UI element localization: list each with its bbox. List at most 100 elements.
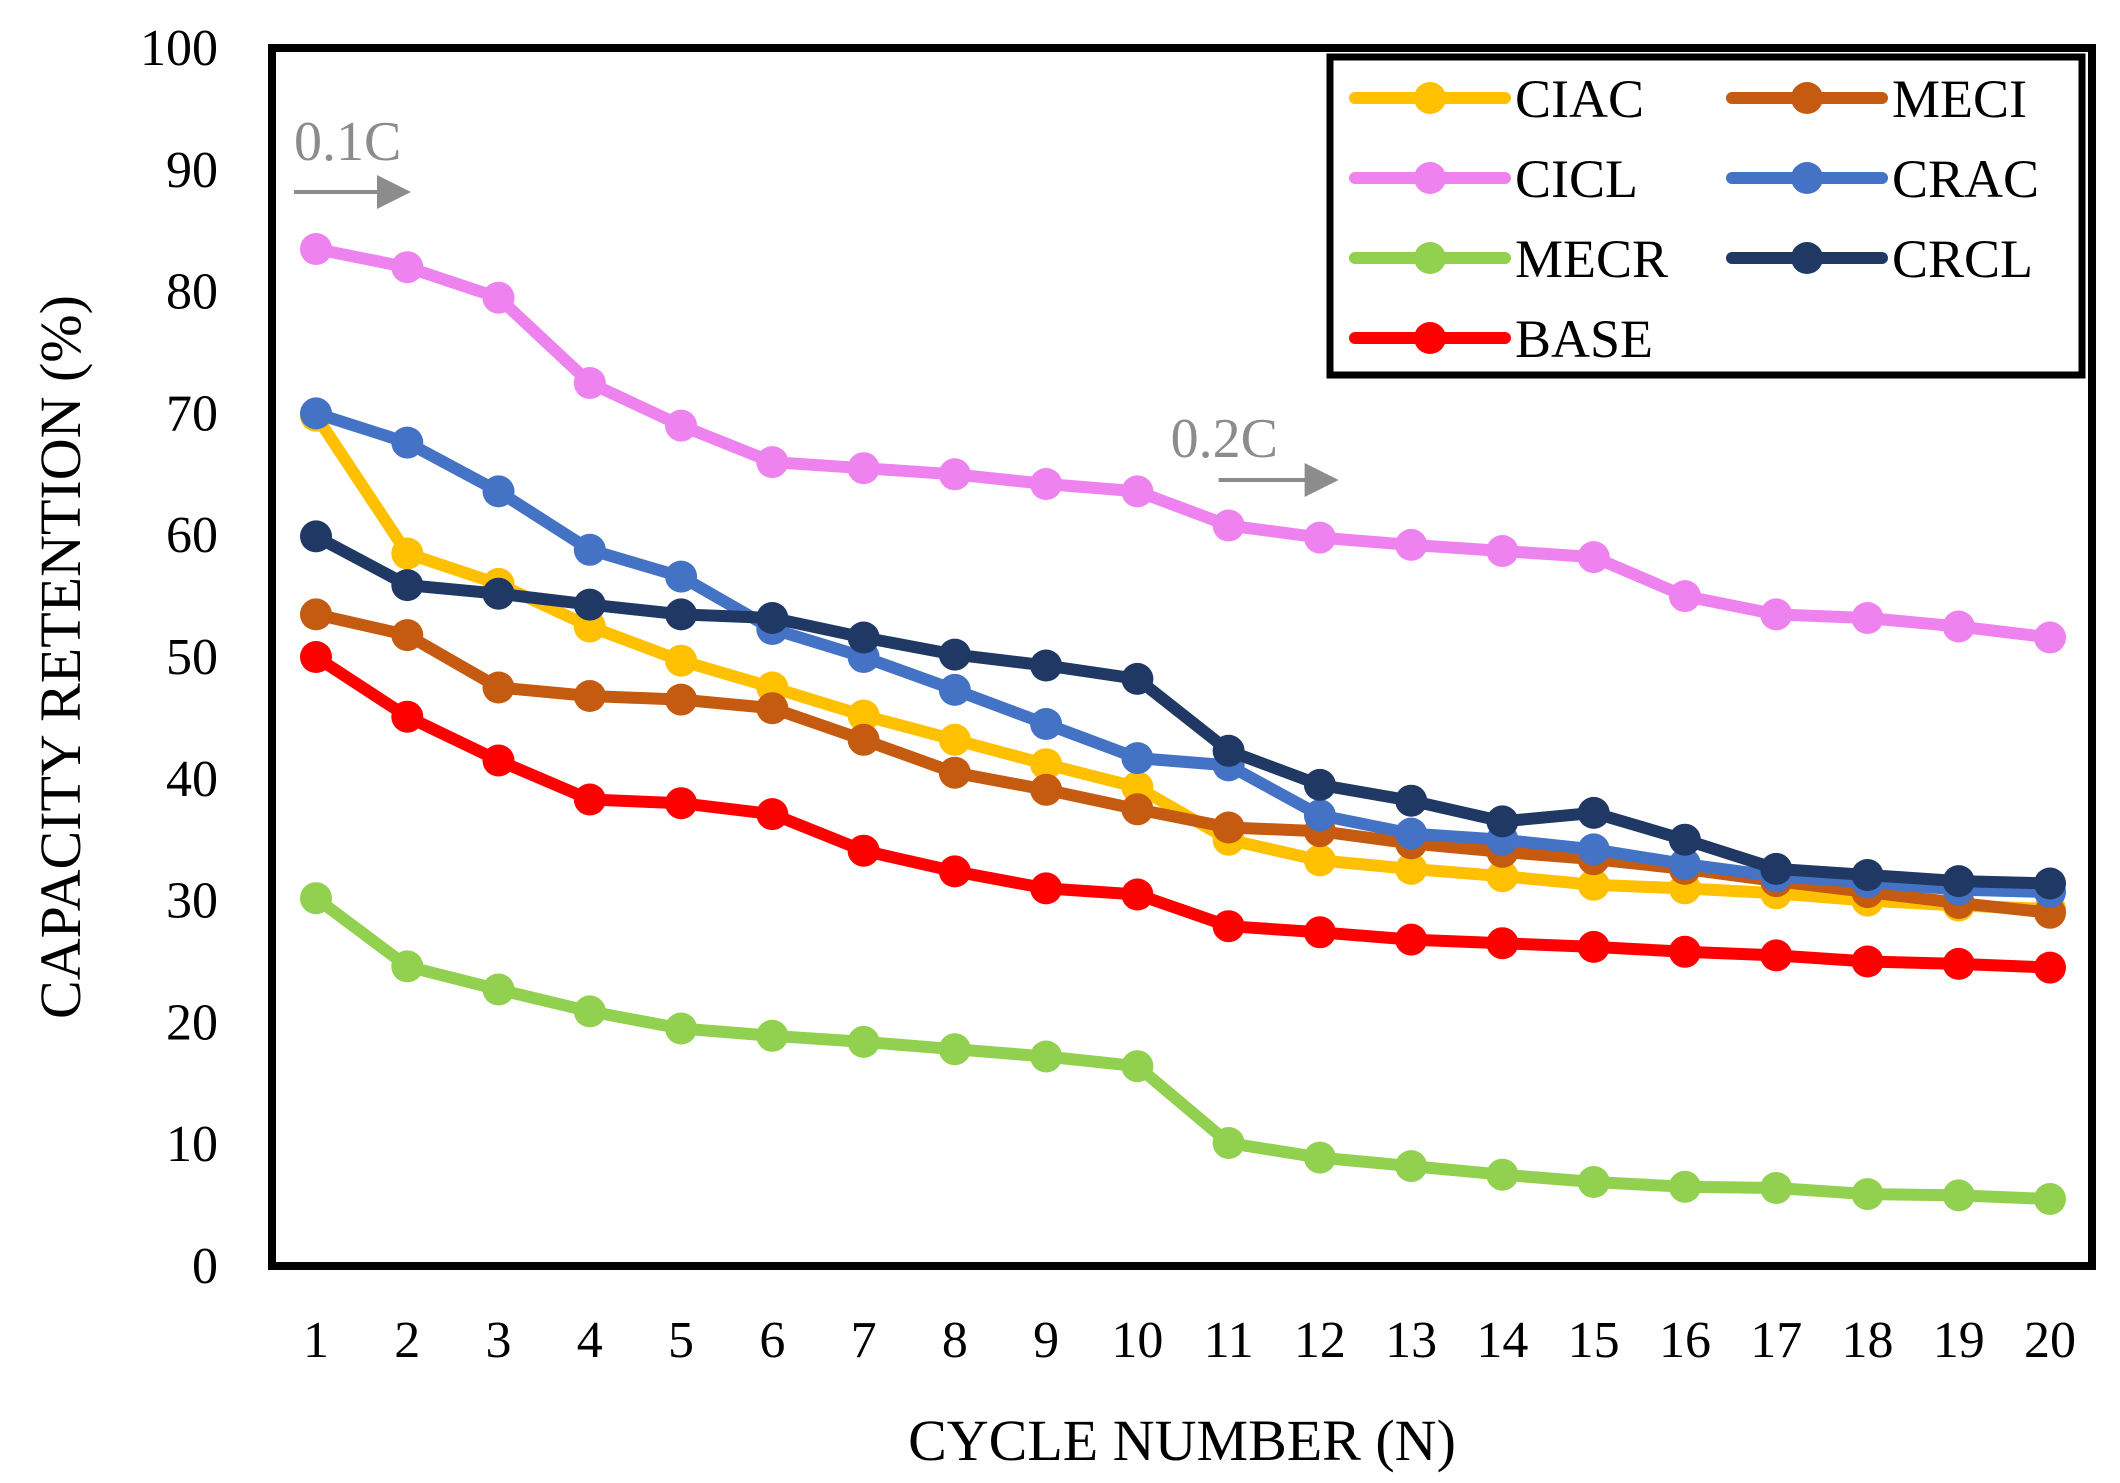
legend-entry-crcl: CRCL <box>1726 229 2033 289</box>
rate-annotation-label: 0.1C <box>294 111 401 173</box>
point-base <box>756 798 789 831</box>
point-ciac <box>573 610 606 643</box>
legend-marker <box>1414 242 1446 274</box>
x-tick-label: 9 <box>1033 1312 1059 1369</box>
point-base <box>847 834 880 867</box>
y-tick-label: 40 <box>166 751 218 808</box>
point-crcl <box>1760 852 1793 885</box>
point-base <box>1030 872 1063 905</box>
x-tick-label: 20 <box>2024 1312 2076 1369</box>
point-mecr <box>482 973 515 1006</box>
point-mecr <box>1121 1050 1154 1083</box>
point-base <box>1942 947 1975 980</box>
legend-label: CIAC <box>1515 69 1644 129</box>
point-base <box>573 783 606 816</box>
series-crcl <box>300 520 2066 900</box>
point-crcl <box>2034 867 2066 900</box>
y-tick-label: 70 <box>166 385 218 442</box>
point-meci <box>482 671 515 704</box>
point-ciac <box>847 699 880 732</box>
annotations: 0.1C 0.2C <box>294 111 1339 497</box>
y-tick-label: 100 <box>140 20 218 77</box>
y-tick-label: 90 <box>166 142 218 199</box>
legend-label: CRAC <box>1892 149 2039 209</box>
legend: CIAC MECI CICL CRAC MECR CRCL BASE <box>1326 53 2086 379</box>
legend-label: CICL <box>1515 149 1638 209</box>
legend-marker <box>1414 322 1446 354</box>
point-crcl <box>1486 805 1519 838</box>
point-meci <box>391 619 424 652</box>
legend-label: CRCL <box>1892 229 2033 289</box>
plot-frame <box>268 44 2096 1270</box>
point-base <box>482 744 515 777</box>
point-meci <box>573 680 606 712</box>
point-crcl <box>938 638 971 671</box>
point-cicl <box>938 458 971 491</box>
legend-marker <box>1414 162 1446 194</box>
point-crac <box>665 560 698 593</box>
point-base <box>1303 916 1336 949</box>
point-crac <box>482 475 515 508</box>
point-mecr <box>1030 1040 1063 1073</box>
point-ciac <box>1303 844 1336 877</box>
x-tick-label: 1 <box>303 1312 329 1369</box>
point-cicl <box>1942 610 1975 643</box>
x-tick-label: 7 <box>851 1312 877 1369</box>
arrow-right-icon <box>377 175 411 209</box>
point-cicl <box>482 281 515 314</box>
x-tick-label: 13 <box>1385 1312 1437 1369</box>
point-cicl <box>1212 509 1245 542</box>
point-meci <box>665 683 698 716</box>
x-tick-label: 6 <box>759 1312 785 1369</box>
point-cicl <box>300 233 332 265</box>
point-base <box>1486 927 1519 960</box>
x-tick-label: 19 <box>1933 1312 1985 1369</box>
point-crac <box>938 673 971 706</box>
point-crcl <box>1212 734 1245 767</box>
point-meci <box>756 692 789 725</box>
point-crac <box>1121 742 1154 775</box>
point-cicl <box>1395 528 1428 561</box>
point-crcl <box>756 602 789 634</box>
series-layer <box>300 233 2066 1215</box>
legend-marker <box>1791 162 1823 194</box>
point-cicl <box>1760 598 1793 631</box>
rate-annotation: 0.1C <box>294 111 411 209</box>
point-base <box>1121 878 1154 911</box>
rate-annotation: 0.2C <box>1171 408 1339 497</box>
point-crcl <box>1668 823 1701 856</box>
point-crac <box>300 397 332 430</box>
point-ciac <box>1121 771 1154 804</box>
point-cicl <box>2034 621 2066 654</box>
point-ciac <box>938 723 971 756</box>
point-ciac <box>1577 868 1610 901</box>
point-mecr <box>300 882 332 915</box>
point-mecr <box>573 995 606 1028</box>
point-base <box>1851 945 1884 978</box>
x-tick-label: 8 <box>942 1312 968 1369</box>
point-mecr <box>1760 1172 1793 1204</box>
y-axis-ticks: 0 10 20 30 40 50 60 70 80 90 100 <box>140 20 218 1295</box>
series-cicl <box>300 233 2066 654</box>
point-crac <box>1668 848 1701 881</box>
legend-entry-ciac: CIAC <box>1349 69 1644 129</box>
point-base <box>1395 923 1428 956</box>
legend-entry-cicl: CICL <box>1349 149 1638 209</box>
point-cicl <box>1851 602 1884 634</box>
series-line-crcl <box>310 530 2056 890</box>
point-ciac <box>1395 852 1428 885</box>
point-crac <box>1577 833 1610 866</box>
point-ciac <box>1486 860 1519 893</box>
point-crcl <box>482 577 515 610</box>
legend-entry-crac: CRAC <box>1726 149 2039 209</box>
point-mecr <box>1395 1150 1428 1183</box>
point-crcl <box>1942 865 1975 898</box>
point-ciac <box>391 537 424 570</box>
point-crac <box>573 533 606 566</box>
point-base <box>1212 910 1245 943</box>
point-base <box>665 787 698 820</box>
x-tick-label: 11 <box>1204 1312 1254 1369</box>
point-crcl <box>1395 784 1428 817</box>
point-mecr <box>756 1019 789 1052</box>
point-base <box>300 641 332 673</box>
